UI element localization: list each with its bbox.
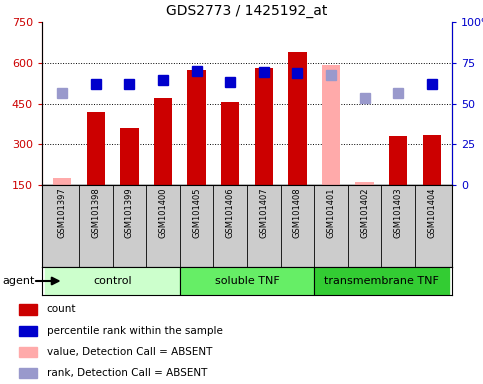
Bar [19,347,38,357]
Text: GSM101407: GSM101407 [259,187,268,238]
Text: percentile rank within the sample: percentile rank within the sample [47,326,223,336]
Bar [423,135,441,185]
Bar [19,305,38,314]
Bar [120,128,139,185]
Text: GSM101402: GSM101402 [360,187,369,238]
Bar [53,178,71,185]
Text: value, Detection Call = ABSENT: value, Detection Call = ABSENT [47,347,212,357]
Text: soluble TNF: soluble TNF [214,276,279,286]
Text: GSM101397: GSM101397 [57,187,67,238]
Bar [314,267,449,295]
Bar [288,52,307,185]
Bar [45,267,180,295]
Text: GSM101401: GSM101401 [327,187,336,238]
Bar [187,70,206,185]
Bar [86,112,105,185]
Text: GSM101403: GSM101403 [394,187,403,238]
Bar [221,102,240,185]
Bar [389,136,408,185]
Bar [154,98,172,185]
Bar [355,182,374,185]
Text: GSM101399: GSM101399 [125,187,134,238]
Text: transmembrane TNF: transmembrane TNF [324,276,439,286]
Title: GDS2773 / 1425192_at: GDS2773 / 1425192_at [166,4,327,18]
Text: count: count [47,305,76,314]
Text: rank, Detection Call = ABSENT: rank, Detection Call = ABSENT [47,368,207,378]
Bar [180,267,314,295]
Text: GSM101405: GSM101405 [192,187,201,238]
Text: agent: agent [2,276,35,286]
Text: GSM101398: GSM101398 [91,187,100,238]
Bar [322,65,340,185]
Text: GSM101408: GSM101408 [293,187,302,238]
Bar [255,68,273,185]
Text: GSM101406: GSM101406 [226,187,235,238]
Bar [19,326,38,336]
Text: control: control [93,276,132,286]
Bar [19,368,38,379]
Text: GSM101404: GSM101404 [427,187,436,238]
Text: GSM101400: GSM101400 [158,187,168,238]
